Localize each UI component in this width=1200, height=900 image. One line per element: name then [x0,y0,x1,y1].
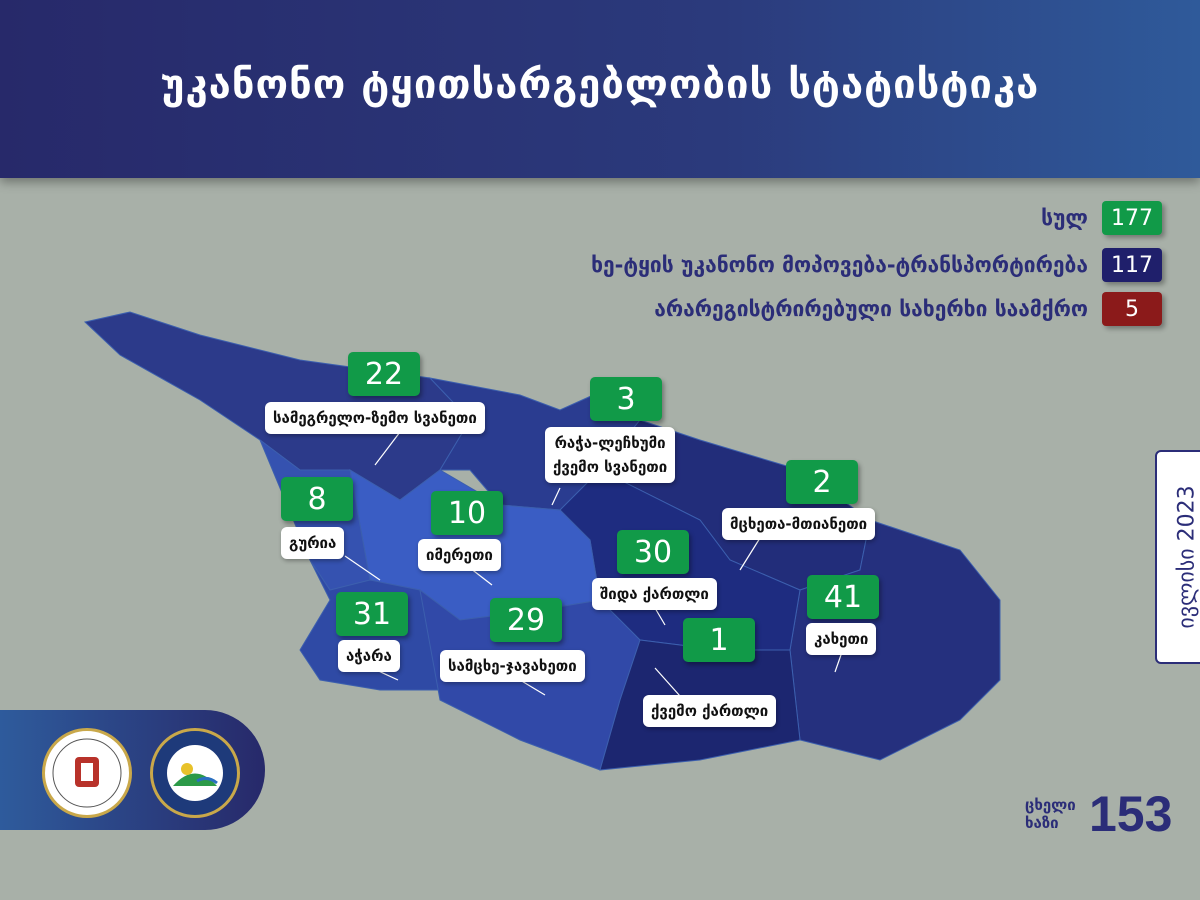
legend-sawmill: არარეგისტრირებული სახერხი საამქრო 5 [654,292,1162,326]
region-value: 1 [683,618,755,662]
legend-value: 177 [1102,201,1162,235]
hotline: ცხელი ხაზი 153 [1025,785,1172,843]
legend-value: 117 [1102,248,1162,282]
region-value: 2 [786,460,858,504]
header: უკანონო ტყითსარგებლობის სტატისტიკა [0,0,1200,178]
region-value: 29 [490,598,562,642]
region-label: სამეგრელო-ზემო სვანეთი [265,402,485,434]
region-value: 22 [348,352,420,396]
region-label-line: რაჭა-ლეჩხუმი [554,434,666,452]
region-label: მცხეთა-მთიანეთი [722,508,876,540]
region-value: 30 [617,530,689,574]
region-value: 31 [336,592,408,636]
legend-label: ხე-ტყის უკანონო მოპოვება-ტრანსპორტირება [591,253,1088,277]
region-label: გურია [281,527,345,559]
region-label: სამცხე-ჯავახეთი [440,650,585,682]
hotline-label: ცხელი ხაზი [1025,796,1076,832]
logos-panel [0,710,265,830]
region-label-line: ქვემო სვანეთი [553,458,668,476]
legend-label: სულ [1041,206,1088,230]
region-label: ქვემო ქართლი [643,695,777,727]
region-value: 8 [281,477,353,521]
legend-illegal-logging: ხე-ტყის უკანონო მოპოვება-ტრანსპორტირება … [591,248,1162,282]
hotline-number: 153 [1089,786,1173,842]
region-label: აჭარა [338,640,400,672]
legend-value: 5 [1102,292,1162,326]
page-title: უკანონო ტყითსარგებლობის სტატისტიკა [160,62,1040,108]
region-label: რაჭა-ლეჩხუმი ქვემო სვანეთი [545,427,676,483]
region-label: იმერეთი [418,539,501,571]
forestry-agency-logo [150,728,240,818]
region-value: 41 [807,575,879,619]
date-badge: ივლისი 2023 [1155,450,1200,664]
legend-label: არარეგისტრირებული სახერხი საამქრო [654,297,1088,321]
date-text: ივლისი 2023 [1174,485,1200,629]
region-value: 3 [590,377,662,421]
region-label: კახეთი [806,623,877,655]
region-label: შიდა ქართლი [592,578,717,610]
legend-total: სულ 177 [1041,201,1162,235]
region-value: 10 [431,491,503,535]
ministry-logo [42,728,132,818]
